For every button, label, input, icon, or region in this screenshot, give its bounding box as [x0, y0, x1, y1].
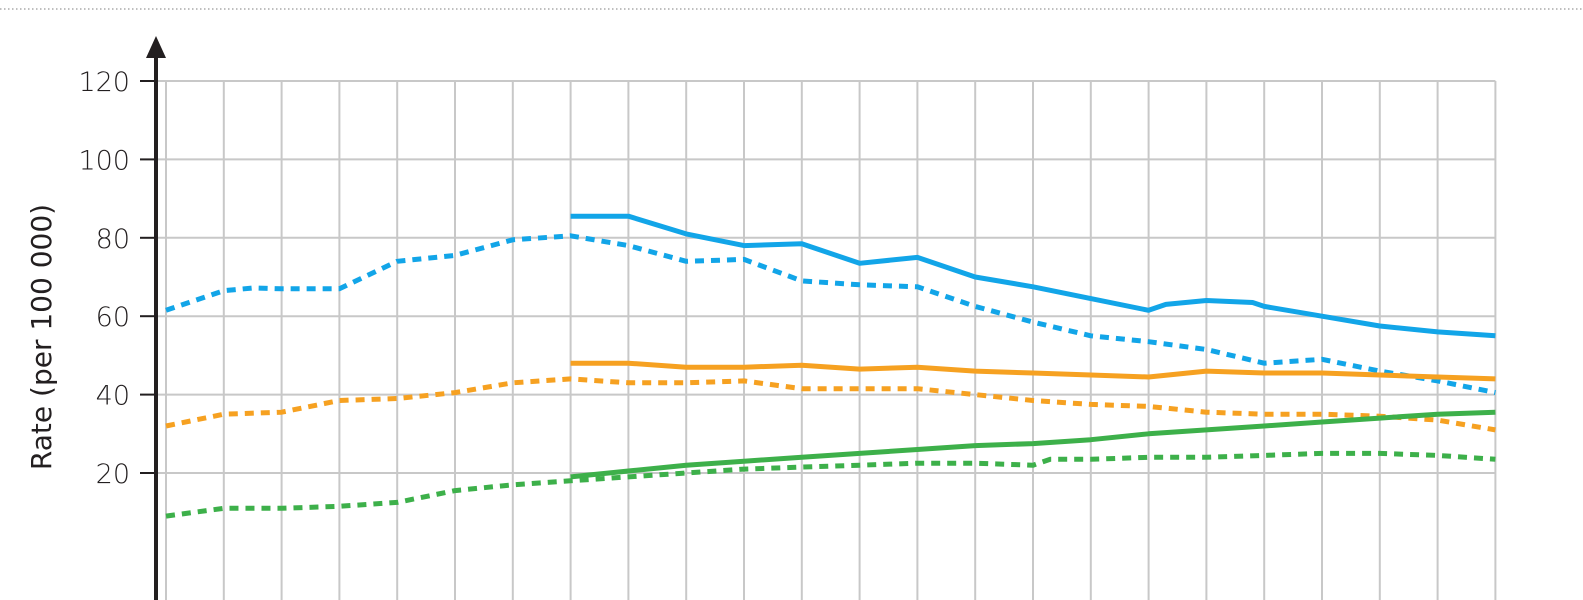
series-line-blue-dotted [165, 233, 1496, 396]
series-line-orange-solid [570, 360, 1496, 382]
y-tick-label: 120 [78, 67, 130, 98]
y-tick-label: 40 [96, 381, 130, 412]
y-tick-label: 20 [96, 459, 130, 490]
y-axis-arrow-icon [146, 36, 166, 58]
y-tick-label: 60 [96, 302, 130, 333]
series-line-green-dotted [165, 450, 1496, 519]
grid [156, 80, 1497, 600]
series-lines [165, 213, 1496, 519]
y-tick-label: 100 [78, 145, 130, 176]
series-line-blue-solid [570, 213, 1496, 339]
y-tick-label: 80 [96, 224, 130, 255]
y-tick-labels: 20 40 60 80 100 120 [78, 67, 156, 490]
series-line-green-solid [570, 409, 1496, 480]
y-axis-title: Rate (per 100 000) [25, 204, 58, 470]
y-axis [146, 36, 166, 600]
